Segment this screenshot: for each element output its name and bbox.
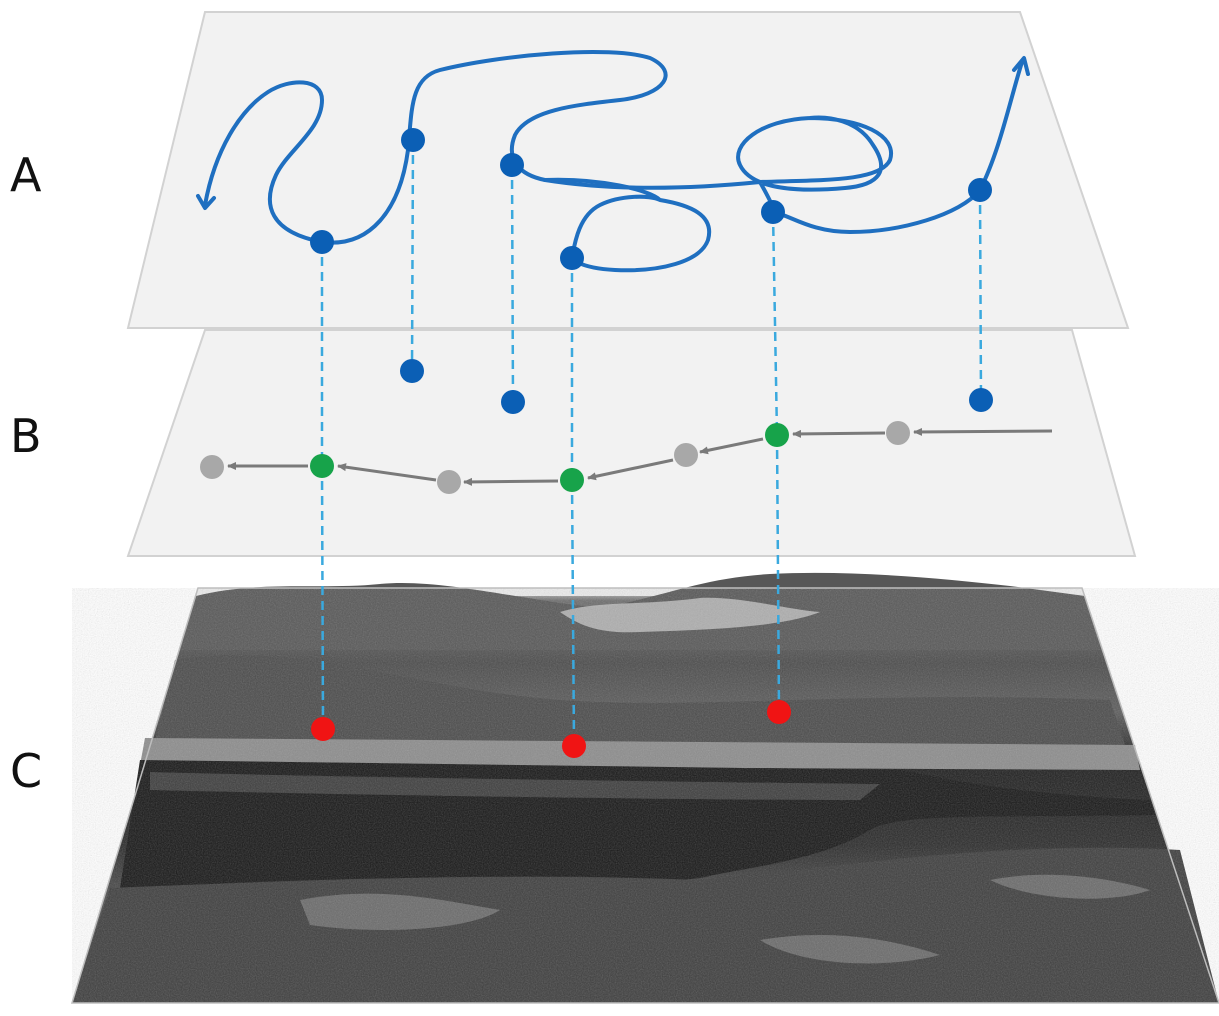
trajectory-points: [310, 128, 992, 270]
grey-point: [437, 470, 461, 494]
connector-3: [510, 164, 515, 403]
red-point: [767, 700, 791, 724]
grey-point: [200, 455, 224, 479]
connector-2: [410, 139, 415, 371]
grey-arrows: [227, 427, 1053, 486]
grey-arrow: [699, 437, 764, 455]
layer-a: [126, 11, 1130, 329]
plane-a: [126, 11, 1130, 329]
trajectory-end-icon: [1012, 56, 1030, 76]
plane-b: [126, 329, 1137, 557]
red-point: [311, 717, 335, 741]
green-point: [765, 423, 789, 447]
trajectory-point: [500, 153, 524, 177]
grey-arrow: [463, 477, 559, 486]
grey-point: [674, 443, 698, 467]
green-point: [560, 468, 584, 492]
red-point: [562, 734, 586, 758]
layer-c: [70, 572, 1219, 1004]
layer-b: [126, 329, 1137, 557]
red-points: [311, 700, 791, 758]
connector-5-photo: [775, 434, 781, 713]
grey-arrow: [792, 429, 886, 438]
projected-point: [400, 359, 424, 383]
trajectory-loop-small: [543, 177, 712, 273]
grey-arrow: [587, 458, 674, 481]
trajectory-start-icon: [196, 194, 216, 210]
projected-point: [501, 390, 525, 414]
grey-points: [200, 421, 910, 494]
trajectory-point: [310, 230, 334, 254]
photo-grain: [72, 588, 1219, 1003]
connector-5: [771, 211, 779, 436]
layer-label-a: A: [10, 148, 42, 202]
trajectory-point: [401, 128, 425, 152]
trajectory-point: [761, 200, 785, 224]
green-point: [310, 454, 334, 478]
photo-frame: [70, 587, 1219, 1004]
connectors: [320, 139, 983, 746]
grey-arrow: [337, 463, 437, 482]
layer-label-c: C: [10, 744, 43, 798]
green-points: [310, 423, 789, 492]
trajectory-point: [560, 246, 584, 270]
grey-arrow: [913, 427, 1053, 436]
projected-blue-points: [400, 359, 993, 414]
connector-6: [978, 189, 983, 401]
layer-label-b: B: [10, 409, 42, 463]
connector-1-photo: [320, 465, 325, 729]
projected-point: [969, 388, 993, 412]
grey-point: [886, 421, 910, 445]
trajectory-point: [968, 178, 992, 202]
